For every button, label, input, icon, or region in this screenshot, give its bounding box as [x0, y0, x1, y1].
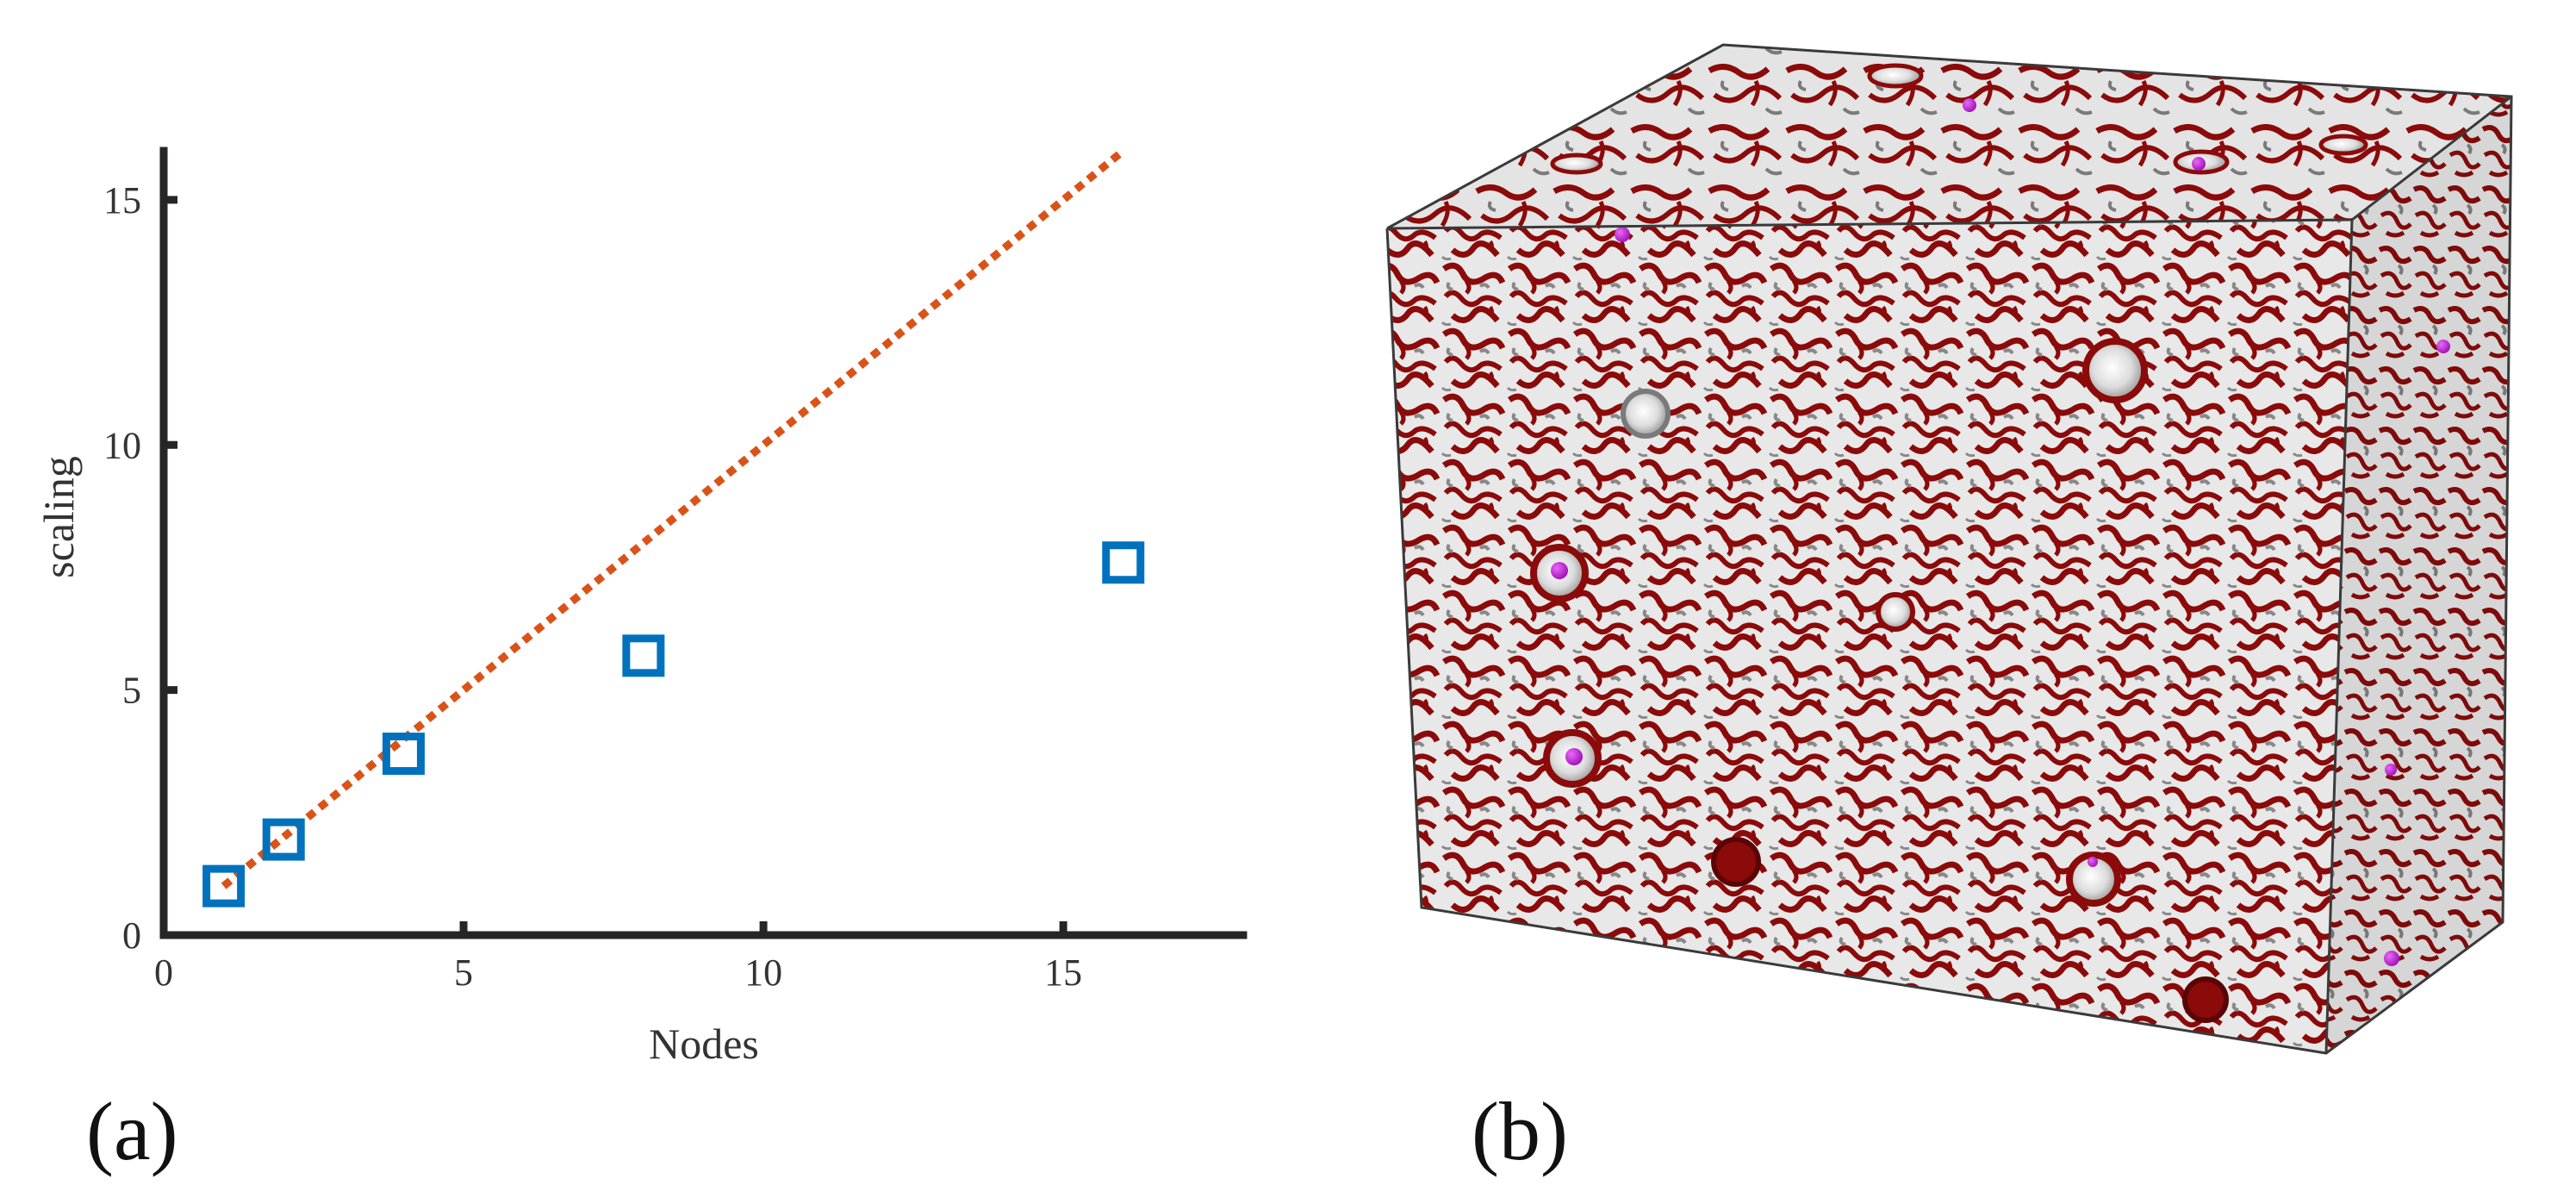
cube-front-face [1387, 220, 2352, 1053]
pore [2066, 852, 2121, 907]
particle [2436, 340, 2450, 353]
x-tick-label: 15 [1044, 951, 1082, 994]
pore [1876, 592, 1915, 632]
particle [2384, 951, 2399, 966]
pore [1621, 389, 1671, 439]
chart-series [202, 147, 1145, 908]
particle [1615, 227, 1630, 242]
y-tick-label: 10 [103, 424, 141, 466]
particle [1963, 98, 1976, 112]
data-point [622, 634, 665, 677]
cube-outline [1385, 43, 2513, 1055]
particle [1565, 748, 1583, 765]
pore [2082, 338, 2148, 403]
x-tick-label: 10 [744, 951, 782, 994]
reference-line [221, 147, 1126, 889]
y-tick-label: 5 [122, 670, 141, 712]
particles [1551, 98, 2450, 966]
scaling-chart: 0 5 10 15 0 5 10 15 Nodes scaling [34, 147, 1248, 1068]
pore [1711, 837, 1761, 887]
panel-label-b: (b) [1472, 1085, 1568, 1177]
chart-ticks: 0 5 10 15 0 5 10 15 [103, 179, 1082, 994]
data-point [1102, 541, 1145, 584]
data-point [382, 733, 425, 776]
data-point [202, 864, 246, 908]
particle [2088, 857, 2098, 867]
pores [1530, 338, 2229, 1023]
cube-top-face [1387, 45, 2511, 228]
particle [2385, 764, 2397, 776]
cube-right-face [2326, 97, 2511, 1053]
data-point [262, 818, 305, 861]
pore [1550, 153, 1603, 175]
x-axis-title: Nodes [649, 1020, 759, 1068]
pore [2182, 976, 2229, 1023]
y-axis-title: scaling [34, 456, 83, 578]
y-tick-label: 0 [122, 914, 141, 957]
particle [2192, 157, 2206, 171]
particle [1551, 562, 1568, 579]
x-tick-label: 0 [154, 951, 173, 994]
pore [1867, 63, 1924, 89]
pore [2318, 134, 2368, 156]
x-tick-label: 5 [454, 951, 473, 994]
y-tick-label: 15 [103, 179, 141, 221]
panel-label-a: (a) [86, 1085, 178, 1177]
